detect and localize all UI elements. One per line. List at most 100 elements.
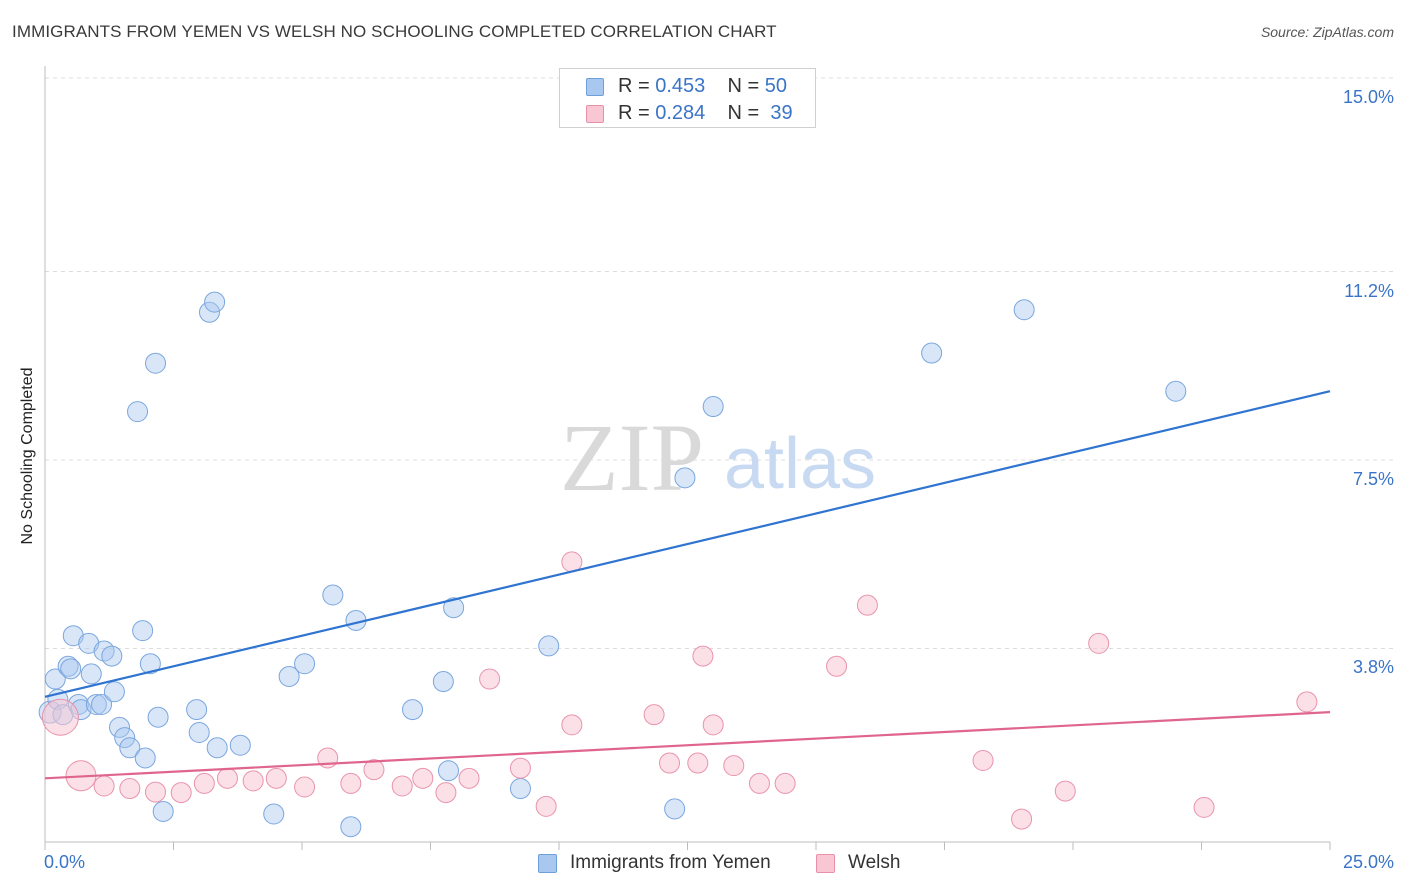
y-axis-label: No Schooling Completed: [19, 367, 36, 545]
data-point: [921, 342, 943, 364]
legend-swatch-welsh: [586, 105, 604, 123]
x-tick-label-max: 25.0%: [1342, 852, 1394, 872]
data-point: [432, 671, 454, 693]
legend: R = 0.453 N = 50 R = 0.284 N = 39: [559, 68, 816, 128]
data-point: [435, 782, 457, 804]
data-point: [391, 775, 413, 797]
data-point: [132, 620, 154, 642]
trend-line: [44, 390, 1331, 698]
y-tick-label: 3.8%: [1352, 657, 1394, 678]
data-point: [294, 653, 316, 675]
bottom-legend-swatch-welsh: [816, 854, 835, 873]
data-point: [109, 716, 131, 738]
data-point: [278, 665, 300, 687]
data-point: [322, 584, 344, 606]
legend-r-label: R =: [618, 102, 656, 124]
data-point: [702, 396, 724, 418]
data-point: [535, 795, 557, 817]
data-point: [1054, 780, 1076, 802]
data-point: [687, 752, 709, 774]
data-point: [402, 699, 424, 721]
data-point: [57, 655, 79, 677]
data-point: [119, 737, 141, 759]
watermark: ZIP atlas: [560, 404, 876, 511]
gridlines: [45, 77, 1395, 649]
data-point: [147, 706, 169, 728]
legend-n-value: 50: [764, 75, 788, 97]
watermark-zip: ZIP: [560, 404, 704, 511]
data-point: [443, 597, 465, 619]
legend-n-label: N =: [727, 75, 765, 97]
bottom-legend-label-welsh: Welsh: [848, 852, 901, 873]
data-point: [103, 681, 125, 703]
data-point: [85, 693, 107, 715]
data-point: [78, 632, 100, 654]
data-point: [229, 734, 251, 756]
data-point: [206, 737, 228, 759]
data-point: [80, 663, 102, 685]
data-point: [114, 727, 136, 749]
trend-lines: [44, 390, 1331, 780]
data-point: [458, 767, 480, 789]
legend-n-label: N =: [727, 102, 765, 124]
data-point: [774, 772, 796, 794]
data-point: [119, 778, 141, 800]
data-point: [340, 816, 362, 838]
data-point: [152, 800, 174, 822]
data-point: [538, 635, 560, 657]
data-point: [62, 625, 84, 647]
data-point: [265, 767, 287, 789]
data-point: [363, 759, 385, 781]
data-point: [188, 721, 210, 743]
legend-r-label: R =: [618, 75, 656, 97]
data-point: [41, 698, 79, 736]
data-point: [170, 782, 192, 804]
data-point: [972, 750, 994, 772]
data-point: [242, 770, 264, 792]
data-point: [93, 775, 115, 797]
trend-line: [44, 711, 1331, 780]
data-point: [659, 752, 681, 774]
data-point: [1165, 380, 1187, 402]
data-point: [145, 781, 167, 803]
data-point: [412, 767, 434, 789]
legend-r-value: 0.453: [655, 75, 706, 97]
data-point: [1011, 808, 1033, 830]
chart-title: IMMIGRANTS FROM YEMEN VS WELSH NO SCHOOL…: [12, 22, 777, 41]
data-point: [139, 653, 161, 675]
source-label: Source: ZipAtlas.com: [1260, 24, 1394, 40]
bottom-legend-label-yemen: Immigrants from Yemen: [570, 852, 771, 873]
data-point: [263, 803, 285, 825]
data-point: [216, 767, 238, 789]
data-point: [204, 291, 226, 313]
data-point: [44, 668, 66, 690]
data-point: [145, 352, 167, 374]
data-point: [561, 714, 583, 736]
data-point: [198, 301, 220, 323]
data-point: [509, 757, 531, 779]
watermark-atlas: atlas: [724, 424, 876, 504]
data-point: [1088, 632, 1110, 654]
data-point: [748, 772, 770, 794]
data-point: [1296, 691, 1318, 713]
series-welsh: [41, 551, 1318, 830]
data-point: [643, 704, 665, 726]
data-point: [826, 655, 848, 677]
data-point: [692, 645, 714, 667]
legend-r-value: 0.284: [655, 102, 706, 124]
data-point: [1193, 796, 1215, 818]
data-point: [193, 772, 215, 794]
data-point: [856, 594, 878, 616]
data-point: [101, 645, 123, 667]
x-tick-label-min: 0.0%: [44, 852, 86, 872]
legend-n-value: 39: [770, 102, 793, 124]
data-point: [340, 772, 362, 794]
data-point: [60, 658, 82, 680]
data-point: [134, 747, 156, 769]
bottom-legend-swatch-yemen: [538, 854, 557, 873]
data-point: [723, 755, 745, 777]
series-immigrants-from-yemen: [38, 291, 1187, 838]
data-point: [1013, 299, 1035, 321]
y-tick-label: 11.2%: [1344, 280, 1394, 301]
